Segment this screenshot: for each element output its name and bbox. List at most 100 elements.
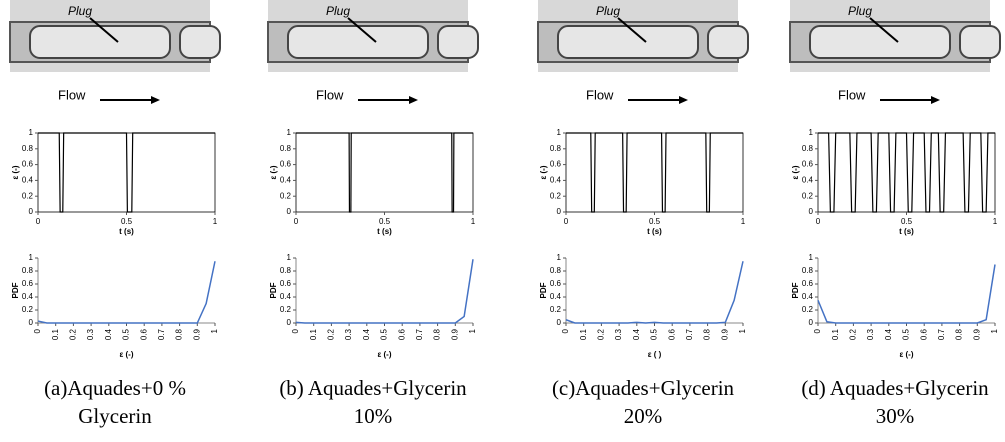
x-tick-label: 0.5 xyxy=(380,328,389,340)
x-tick-label: 0.7 xyxy=(415,328,424,340)
x-tick-label: 0.8 xyxy=(955,328,964,340)
y-tick-label: 0 xyxy=(29,318,34,327)
slug xyxy=(959,25,1001,59)
y-tick-label: 0.4 xyxy=(550,176,562,185)
data-line xyxy=(817,264,996,324)
y-tick-label: 0.2 xyxy=(22,191,34,200)
y-tick-label: 0.8 xyxy=(550,144,562,153)
flow-arrowhead xyxy=(151,96,160,104)
flow-label: Flow xyxy=(838,87,866,102)
y-tick-label: 0.6 xyxy=(22,160,34,169)
y-tick-label: 0.4 xyxy=(22,292,34,301)
x-tick-label: 1 xyxy=(468,328,477,333)
flow-band xyxy=(578,72,738,108)
x-tick-label: 0.2 xyxy=(327,328,336,340)
x-axis-label: t (s) xyxy=(647,227,662,236)
plug-arrow xyxy=(89,17,119,43)
y-axis-label: ε (-) xyxy=(269,165,278,179)
x-tick-label: 0 xyxy=(36,217,41,226)
plug-arrow xyxy=(869,17,899,43)
x-tick-label: 0 xyxy=(564,217,569,226)
y-tick-label: 0.4 xyxy=(280,292,292,301)
x-axis-label: ε (-) xyxy=(377,350,391,359)
x-tick-label: 1 xyxy=(471,217,476,226)
caption: (c)Aquades+Glycerin xyxy=(552,376,735,400)
plug-label: Plug xyxy=(326,4,350,18)
x-tick-label: 1 xyxy=(741,217,746,226)
y-tick-label: 0.2 xyxy=(22,305,34,314)
x-tick-label: 0.8 xyxy=(703,328,712,340)
x-tick-label: 0 xyxy=(561,328,570,333)
caption: (d) Aquades+Glycerin xyxy=(801,376,989,400)
y-tick-label: 0.4 xyxy=(280,176,292,185)
x-tick-label: 0 xyxy=(813,328,822,333)
x-tick-label: 0.9 xyxy=(450,328,459,340)
y-tick-label: 0 xyxy=(287,318,292,327)
flow-arrowhead xyxy=(679,96,688,104)
slug xyxy=(437,25,479,59)
x-axis-label: ε (-) xyxy=(899,350,913,359)
x-tick-label: 0.9 xyxy=(192,328,201,340)
y-axis-label: PDF xyxy=(539,282,548,298)
y-tick-label: 0.6 xyxy=(280,279,292,288)
plug-label: Plug xyxy=(848,4,872,18)
x-tick-label: 0.1 xyxy=(831,328,840,340)
flow-arrowhead xyxy=(931,96,940,104)
y-tick-label: 0.2 xyxy=(802,305,814,314)
y-tick-label: 0.4 xyxy=(802,176,814,185)
y-axis-label: PDF xyxy=(791,282,800,298)
x-tick-label: 0 xyxy=(291,328,300,333)
y-tick-label: 0.8 xyxy=(22,144,34,153)
x-tick-label: 0.7 xyxy=(937,328,946,340)
slug xyxy=(29,25,171,59)
y-tick-label: 0.6 xyxy=(280,160,292,169)
x-tick-label: 0 xyxy=(816,217,821,226)
slug xyxy=(809,25,951,59)
x-tick-label: 0.5 xyxy=(901,217,913,226)
caption: (b) Aquades+Glycerin xyxy=(279,376,467,400)
y-tick-label: 0 xyxy=(809,207,814,216)
x-tick-label: 0.6 xyxy=(667,328,676,340)
flow-arrowhead xyxy=(409,96,418,104)
caption: Glycerin xyxy=(78,404,152,428)
x-tick-label: 0 xyxy=(294,217,299,226)
y-tick-label: 0.6 xyxy=(550,160,562,169)
y-tick-label: 1 xyxy=(287,128,292,137)
y-tick-label: 0.6 xyxy=(22,279,34,288)
y-tick-label: 0.8 xyxy=(280,266,292,275)
y-tick-label: 0 xyxy=(29,207,34,216)
y-tick-label: 1 xyxy=(29,128,34,137)
x-tick-label: 0.6 xyxy=(139,328,148,340)
y-tick-label: 1 xyxy=(287,253,292,262)
y-tick-label: 0.8 xyxy=(280,144,292,153)
y-tick-label: 0.2 xyxy=(802,191,814,200)
y-tick-label: 1 xyxy=(809,128,814,137)
y-tick-label: 0.8 xyxy=(550,266,562,275)
y-tick-label: 1 xyxy=(557,253,562,262)
plug-arrow xyxy=(347,17,377,43)
y-tick-label: 0.8 xyxy=(22,266,34,275)
y-tick-label: 0.2 xyxy=(280,191,292,200)
data-line xyxy=(566,132,743,213)
flow-band xyxy=(308,72,468,108)
caption: 30% xyxy=(876,404,915,428)
x-tick-label: 0.5 xyxy=(379,217,391,226)
x-tick-label: 0.1 xyxy=(309,328,318,340)
y-axis-label: PDF xyxy=(11,282,20,298)
x-tick-label: 0 xyxy=(33,328,42,333)
flow-band xyxy=(50,72,210,108)
x-tick-label: 0.2 xyxy=(69,328,78,340)
x-tick-label: 0.8 xyxy=(175,328,184,340)
y-tick-label: 0 xyxy=(557,207,562,216)
slug xyxy=(179,25,221,59)
flow-label: Flow xyxy=(586,87,614,102)
x-tick-label: 0.2 xyxy=(849,328,858,340)
y-tick-label: 0.6 xyxy=(802,160,814,169)
x-axis-label: ε ( ) xyxy=(648,350,662,359)
y-tick-label: 0.8 xyxy=(802,266,814,275)
x-tick-label: 0.5 xyxy=(649,217,661,226)
y-axis-label: PDF xyxy=(269,282,278,298)
x-tick-label: 0.7 xyxy=(685,328,694,340)
